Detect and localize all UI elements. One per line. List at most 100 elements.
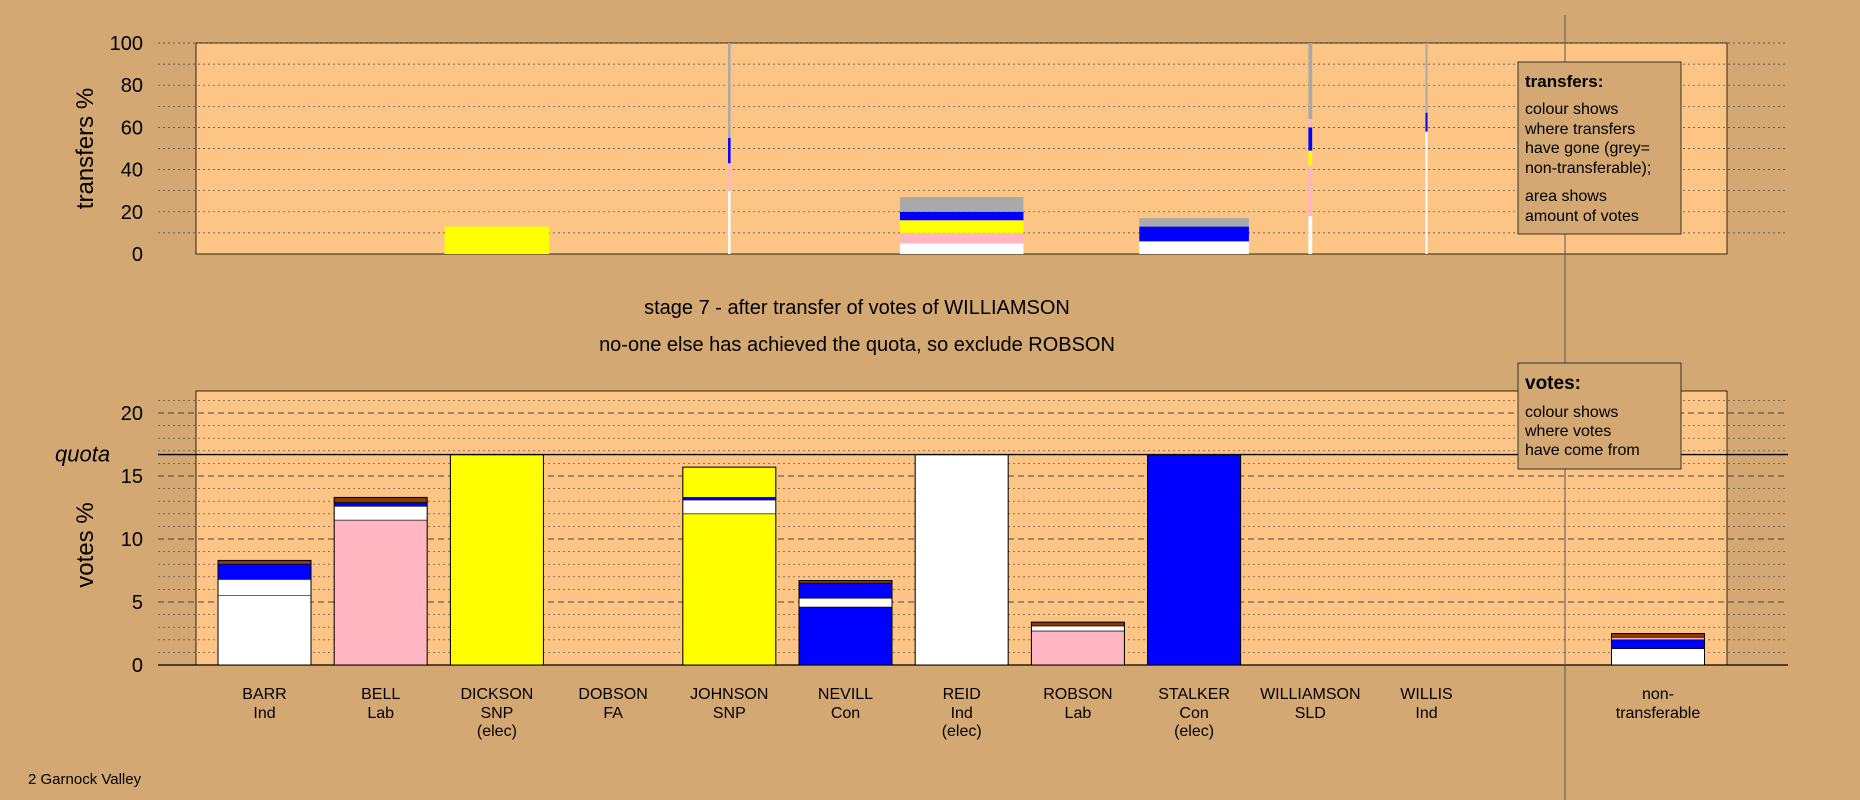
bar-outline xyxy=(1611,633,1705,666)
stage-subtitle: no-one else has achieved the quota, so e… xyxy=(599,334,1115,356)
transfer-segment xyxy=(728,190,731,254)
vote-segment xyxy=(798,582,893,599)
vote-segment xyxy=(333,502,428,507)
candidate-party-label: Lab xyxy=(1065,705,1092,722)
y-axis-label: votes % xyxy=(72,502,99,587)
candidate-party-label: SLD xyxy=(1295,705,1326,722)
stage-title: stage 7 - after transfer of votes of WIL… xyxy=(644,297,1070,319)
legend-transfers: transfers: colour shows where transfers hav… xyxy=(1517,61,1682,235)
candidate-name-label: DOBSON xyxy=(578,686,647,703)
transfer-segment xyxy=(1308,118,1313,128)
transfer-segment xyxy=(1308,127,1313,151)
transfer-segment xyxy=(1139,226,1249,242)
vote-segment xyxy=(333,497,428,503)
legend-line: colour shows xyxy=(1525,404,1618,421)
vote-segment xyxy=(333,519,428,666)
bar-outline xyxy=(333,496,428,666)
transfer-segment xyxy=(1139,241,1249,254)
candidate-party-label: Con xyxy=(831,705,860,722)
footer-label: 2 Garnock Valley xyxy=(28,771,142,788)
vote-segment xyxy=(217,560,312,565)
y-axis-label: transfers % xyxy=(72,88,99,209)
vote-segment xyxy=(1031,630,1125,666)
y-tick-label: 80 xyxy=(121,75,143,97)
y-tick-label: 40 xyxy=(121,160,143,182)
transfer-segment xyxy=(899,211,1024,221)
vote-segment xyxy=(217,563,312,580)
candidate-name-label: WILLIS xyxy=(1400,686,1452,703)
vote-segment xyxy=(798,597,893,608)
transfer-segment xyxy=(1139,218,1249,227)
nontransferable-label: non- xyxy=(1642,686,1674,703)
legend-line: amount of votes xyxy=(1525,208,1639,225)
vote-segment xyxy=(682,499,777,515)
transfer-segment xyxy=(1308,43,1313,119)
transfer-segment xyxy=(728,43,731,138)
y-tick-label: 5 xyxy=(132,592,143,614)
vote-segment xyxy=(682,513,777,666)
y-tick-label: 20 xyxy=(121,202,143,224)
candidate-elected-label: (elec) xyxy=(942,723,982,740)
bar-outline xyxy=(798,580,893,666)
vote-segment xyxy=(217,579,312,597)
legend-votes: votes: colour shows where votes have come f… xyxy=(1517,362,1682,470)
vote-segment xyxy=(1611,633,1705,638)
bar-outline xyxy=(1030,621,1125,666)
bar-outline xyxy=(217,559,312,666)
candidate-party-label: Con xyxy=(1179,705,1208,722)
vote-segment xyxy=(1147,454,1241,666)
y-tick-label: 15 xyxy=(121,466,143,488)
candidate-name-label: NEVILL xyxy=(818,686,873,703)
transfer-segment xyxy=(1425,131,1428,254)
legend-title: transfers: xyxy=(1525,72,1603,91)
candidate-elected-label: (elec) xyxy=(1174,723,1214,740)
legend-line: have gone (grey= xyxy=(1525,140,1650,157)
y-tick-label: 60 xyxy=(121,117,143,139)
transfer-segment xyxy=(899,197,1024,212)
votes-panel: 0 5 10 15 20 votes % quota BARR Ind BELL Lab DICKSO… xyxy=(55,390,1788,740)
y-tick-label: 0 xyxy=(132,655,143,677)
transfer-segment xyxy=(899,243,1024,254)
candidate-party-label: FA xyxy=(603,705,623,722)
candidate-party-label: SNP xyxy=(713,705,746,722)
candidate-elected-label: (elec) xyxy=(477,723,517,740)
vote-segment xyxy=(1611,639,1705,649)
vote-segment xyxy=(450,454,544,666)
transfer-segment xyxy=(728,137,731,164)
transfer-segment xyxy=(444,226,550,254)
vote-segment xyxy=(1031,621,1125,627)
vote-segment xyxy=(1031,625,1125,632)
candidate-party-label: SNP xyxy=(480,705,513,722)
vote-segment xyxy=(682,497,777,501)
transfer-segment xyxy=(728,163,731,191)
transfer-segment xyxy=(1308,216,1313,254)
candidate-party-label: Ind xyxy=(253,705,275,722)
vote-segment xyxy=(682,466,777,498)
transfer-segment xyxy=(1425,112,1428,132)
legend-line: area shows xyxy=(1525,188,1607,205)
candidate-name-label: JOHNSON xyxy=(690,686,768,703)
vote-segment xyxy=(798,606,893,666)
legend-line: have come from xyxy=(1525,442,1640,459)
candidate-name-label: BARR xyxy=(242,686,286,703)
candidate-party-label: Ind xyxy=(951,705,973,722)
y-tick-label: 10 xyxy=(121,529,143,551)
legend-box xyxy=(1517,362,1682,470)
legend-line: where transfers xyxy=(1524,121,1635,138)
candidate-name-label: DICKSON xyxy=(460,686,533,703)
quota-label: quota xyxy=(55,442,110,467)
vote-segment xyxy=(914,454,1009,666)
bar-outline xyxy=(682,466,777,666)
candidate-name-label: BELL xyxy=(361,686,400,703)
vote-segment xyxy=(217,595,312,666)
vote-segment xyxy=(333,505,428,521)
y-tick-label: 20 xyxy=(121,403,143,425)
transfer-segment xyxy=(899,220,1024,233)
transfer-segment xyxy=(899,232,1024,244)
candidate-name-label: REID xyxy=(943,686,981,703)
candidate-party-label: Ind xyxy=(1415,705,1437,722)
transfer-segment xyxy=(1308,150,1313,166)
candidate-name-label: STALKER xyxy=(1158,686,1230,703)
